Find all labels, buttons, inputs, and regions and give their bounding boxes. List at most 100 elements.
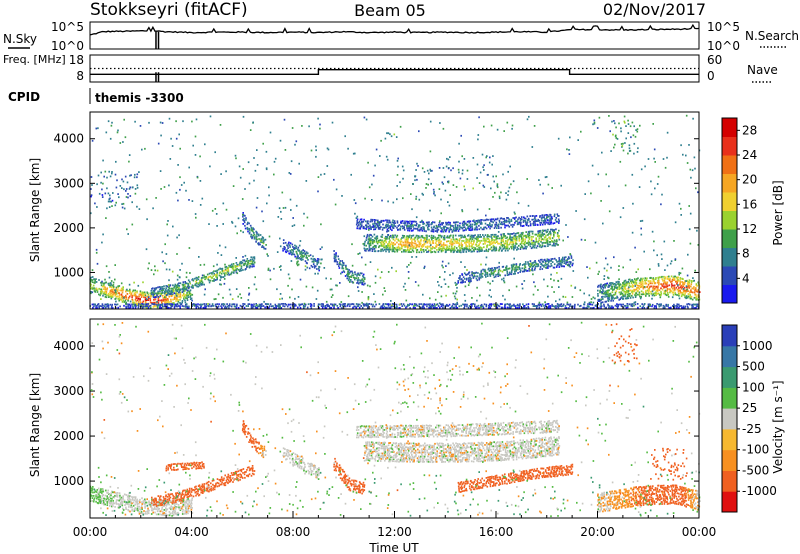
scatter-cell (388, 245, 390, 247)
scatter-cell (421, 229, 424, 232)
scatter-cell (134, 293, 137, 296)
scatter-cell (394, 239, 396, 242)
scatter-cell (485, 250, 488, 252)
scatter-cell (643, 250, 645, 253)
scatter-cell (472, 243, 475, 245)
scatter-cell (647, 287, 650, 290)
scatter-cell (242, 303, 244, 305)
scatter-cell (200, 277, 203, 279)
scatter-cell (467, 284, 470, 286)
scatter-cell (465, 240, 467, 242)
scatter-cell (118, 196, 120, 199)
scatter-cell (505, 224, 508, 227)
scatter-cell (93, 288, 95, 291)
scatter-cell (537, 230, 539, 233)
scatter-cell (402, 303, 405, 306)
scatter-cell (126, 288, 128, 291)
scatter-cell (573, 305, 576, 308)
scatter-cell (378, 222, 381, 225)
scatter-cell (149, 299, 152, 302)
scatter-cell (648, 292, 650, 295)
scatter-cell (339, 263, 342, 266)
scatter-cell (694, 167, 696, 170)
scatter-cell (290, 160, 293, 163)
scatter-cell (213, 280, 215, 282)
scatter-cell (441, 235, 443, 238)
scatter-cell (403, 226, 405, 228)
scatter-cell (604, 283, 606, 286)
scatter-cell (402, 236, 405, 239)
scatter-cell (182, 292, 185, 295)
scatter-cell (636, 278, 638, 280)
scatter-cell (468, 249, 470, 251)
scatter-cell (559, 260, 562, 262)
scatter-cell (668, 284, 671, 287)
scatter-cell (678, 289, 680, 291)
scatter-cell (179, 147, 181, 150)
scatter-cell (622, 282, 624, 284)
scatter-cell (512, 240, 514, 243)
scatter-cell (477, 244, 480, 247)
scatter-cell (466, 241, 468, 244)
scatter-cell (452, 303, 454, 305)
scatter-cell (354, 305, 356, 308)
scatter-cell (176, 292, 179, 295)
scatter-cell (105, 281, 107, 284)
scatter-cell (440, 236, 443, 239)
scatter-cell (596, 127, 599, 129)
scatter-cell (115, 186, 118, 189)
scatter-cell (673, 277, 676, 280)
scatter-cell (161, 294, 164, 297)
scatter-cell (672, 305, 674, 307)
scatter-cell (603, 305, 605, 308)
scatter-cell (180, 296, 182, 299)
scatter-cell (409, 234, 411, 237)
scatter-cell (562, 239, 564, 242)
scatter-cell (684, 280, 686, 282)
scatter-cell (336, 263, 339, 266)
scatter-cell (242, 256, 244, 258)
scatter-cell (508, 289, 510, 292)
scatter-cell (529, 224, 532, 227)
scatter-cell (484, 226, 487, 229)
scatter-cell (237, 217, 240, 220)
scatter-cell (566, 259, 568, 262)
scatter-cell (545, 176, 548, 178)
scatter-cell (399, 227, 401, 230)
scatter-cell (536, 245, 539, 247)
scatter-cell (248, 182, 251, 185)
scatter-cell (211, 304, 213, 307)
scatter-cell (417, 165, 419, 167)
scatter-cell (363, 218, 365, 221)
scatter-cell (515, 241, 517, 244)
scatter-cell (244, 227, 247, 230)
scatter-cell (630, 285, 632, 288)
scatter-cell (240, 305, 243, 308)
scatter-cell (538, 230, 541, 232)
scatter-cell (221, 276, 223, 278)
scatter-cell (458, 242, 460, 245)
scatter-cell (459, 238, 461, 240)
scatter-cell (441, 245, 443, 248)
scatter-cell (447, 305, 450, 307)
scatter-cell (644, 279, 646, 282)
scatter-cell (431, 230, 433, 233)
scatter-cell (423, 243, 426, 246)
scatter-cell (476, 236, 478, 238)
scatter-cell (91, 276, 94, 278)
scatter-cell (179, 282, 182, 285)
scatter-cell (671, 278, 674, 281)
scatter-cell (508, 237, 511, 239)
scatter-cell (236, 305, 238, 307)
scatter-cell (389, 236, 391, 238)
scatter-cell (177, 199, 179, 202)
scatter-cell (95, 248, 98, 251)
scatter-cell (466, 247, 468, 250)
scatter-cell (685, 297, 687, 300)
scatter-cell (183, 297, 185, 300)
scatter-cell (185, 303, 187, 306)
scatter-cell (666, 283, 668, 286)
scatter-cell (381, 245, 383, 247)
scatter-cell (486, 271, 489, 274)
scatter-cell (496, 185, 499, 187)
